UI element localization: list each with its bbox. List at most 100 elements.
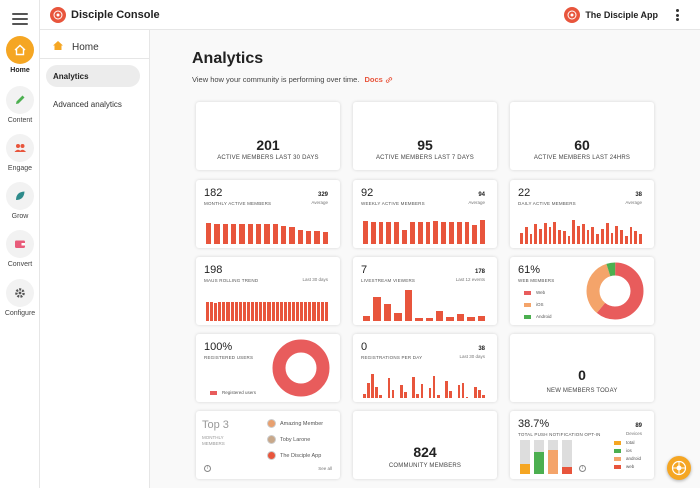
stacked-bar-fill	[562, 466, 572, 474]
app-switcher[interactable]: The Disciple App	[564, 7, 658, 23]
chart-bar	[271, 302, 275, 321]
card-value: 0	[361, 341, 368, 353]
chart-bar	[415, 317, 423, 321]
rail-label: Content	[7, 117, 33, 124]
chart-bar	[314, 231, 320, 244]
rail-item-convert[interactable]: Convert	[0, 230, 40, 268]
registrations-per-day-card: 0 REGISTRATIONS PER DAY 38 Last 30 days	[353, 334, 497, 402]
chart-bar	[322, 232, 328, 244]
rail-label: Configure	[4, 310, 36, 317]
legend-swatch	[614, 456, 621, 461]
chart-bar	[297, 230, 303, 244]
rail-item-home[interactable]: Home	[0, 36, 40, 74]
chart-bar	[634, 231, 638, 244]
chart-bar	[324, 302, 328, 321]
nav-item-analytics[interactable]: Analytics	[46, 65, 140, 87]
chart-bar	[222, 302, 226, 321]
chart-bar	[456, 314, 465, 321]
rail-item-configure[interactable]: Configure	[0, 279, 40, 317]
chart-bar	[234, 302, 238, 321]
rail-item-grow[interactable]: Grow	[0, 182, 40, 220]
legend-item: Web	[524, 290, 545, 295]
chart-bar	[446, 316, 454, 321]
chart-bar	[448, 221, 454, 244]
chart-bar	[433, 221, 439, 244]
stat-value: 201	[256, 137, 280, 153]
chart-bar	[296, 302, 300, 321]
chart-bar	[363, 221, 368, 244]
chart-bar	[615, 225, 619, 244]
chart-bar	[404, 392, 407, 398]
chart-bar	[464, 221, 470, 244]
page-subtitle-text: View how your community is performing ov…	[192, 75, 360, 84]
member-name: The Disciple App	[280, 452, 322, 459]
rail-label: Grow	[11, 213, 29, 220]
hamburger-menu-icon[interactable]	[12, 13, 28, 25]
donut-segment	[586, 262, 644, 320]
nav-item-advanced-analytics[interactable]: Advanced analytics	[53, 100, 122, 109]
chart-bar	[386, 221, 392, 244]
card-label: REGISTERED USERS	[204, 355, 254, 360]
rail-item-content[interactable]: Content	[0, 86, 40, 124]
legend-swatch	[210, 390, 217, 395]
chart-bar	[399, 385, 403, 398]
chart-bar	[279, 302, 283, 321]
card-right-label: Last 30 days	[459, 354, 485, 359]
monthly-active-members-card: 182 MONTHLY ACTIVE MEMBERS 329 Average	[196, 180, 340, 248]
top-member-item[interactable]: Toby Larone	[267, 435, 310, 444]
chart-bar	[477, 315, 486, 321]
page-title: Analytics	[192, 50, 264, 67]
top-member-item[interactable]: Amazing Member	[267, 419, 323, 428]
card-label: MONTHLY ACTIVE MEMBERS	[204, 201, 272, 206]
card-value: 92	[361, 187, 374, 199]
web-members-card: 61% WEB MEMBERS Web iOS Android	[510, 257, 654, 325]
chart-bar	[577, 225, 580, 244]
chart-bar	[445, 381, 448, 398]
chart-bar	[230, 223, 237, 244]
rail-label: Home	[10, 67, 30, 74]
app-switcher-label: The Disciple App	[585, 10, 658, 20]
stat-label: NEW MEMBERS TODAY	[546, 388, 618, 394]
chart-bar	[283, 302, 287, 321]
chart-bar	[287, 301, 291, 321]
registered-users-donut	[272, 339, 330, 397]
docs-link[interactable]: Docs	[364, 75, 383, 84]
chart-bar	[420, 384, 424, 398]
chart-bar	[242, 302, 246, 321]
home-icon	[52, 40, 64, 54]
top-member-item[interactable]: The Disciple App	[267, 451, 321, 460]
chart-bar	[387, 378, 391, 398]
stacked-bar	[520, 440, 530, 474]
pencil-icon	[6, 86, 34, 114]
stat-value: 60	[574, 137, 590, 153]
stat-card-7-days: 95 ACTIVE MEMBERS LAST 7 DAYS	[353, 102, 497, 170]
maus-rolling-trend-card: 198 MAUS ROLLING TREND Last 30 days	[196, 257, 340, 325]
legend-label: Android	[536, 314, 552, 319]
chart-bar	[304, 302, 308, 321]
see-all-link[interactable]: See all	[318, 466, 332, 471]
chart-bar	[371, 374, 374, 398]
chart-bar	[417, 222, 423, 244]
chart-bar	[412, 377, 415, 398]
chart-bar	[214, 302, 218, 321]
chart-bar	[581, 224, 585, 244]
weekly-active-members-card: 92 WEEKLY ACTIVE MEMBERS 94 Average	[353, 180, 497, 248]
leaf-icon	[6, 182, 34, 210]
card-right-label: Average	[625, 200, 642, 205]
info-icon[interactable]: i	[204, 465, 211, 472]
chart-bar	[428, 388, 432, 398]
stat-label: ACTIVE MEMBERS LAST 7 DAYS	[375, 155, 474, 161]
top-members-title: Top 3	[202, 419, 229, 431]
more-options-icon[interactable]	[676, 9, 680, 23]
rail-label: Engage	[7, 165, 33, 172]
info-icon[interactable]: i	[579, 465, 586, 472]
chart-bar	[289, 226, 295, 244]
card-label: LIVESTREAM VIEWERS	[361, 278, 416, 283]
chart-bar	[206, 302, 210, 321]
nav-home[interactable]: Home	[52, 40, 99, 54]
chart-bar	[300, 301, 304, 321]
rail-item-engage[interactable]: Engage	[0, 134, 40, 172]
chart-bar	[206, 223, 212, 244]
disciple-fab-button[interactable]	[667, 456, 691, 480]
chart-bar	[629, 227, 633, 244]
